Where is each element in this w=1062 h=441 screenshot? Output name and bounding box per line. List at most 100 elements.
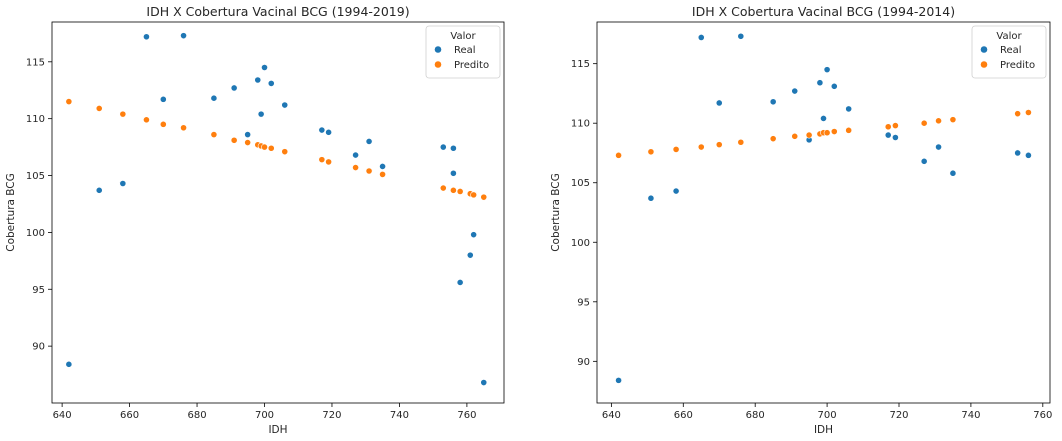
- data-point-predito: [805, 131, 813, 139]
- x-tick-label: 700: [255, 410, 274, 421]
- y-tick-label: 115: [571, 59, 590, 70]
- data-point-real: [261, 64, 268, 71]
- x-tick-label: 640: [53, 410, 72, 421]
- data-point-predito: [281, 148, 289, 156]
- x-axis-label: IDH: [814, 424, 833, 436]
- legend: Valor Real Predito: [971, 25, 1047, 79]
- data-point-real: [365, 138, 373, 145]
- data-point-real: [737, 32, 745, 40]
- data-point-predito: [180, 124, 187, 132]
- legend-marker-predito: [980, 60, 988, 69]
- series-real: [65, 32, 488, 386]
- data-point-real: [830, 82, 838, 90]
- data-point-predito: [244, 139, 252, 146]
- y-tick-label: 105: [571, 178, 590, 189]
- data-point-predito: [884, 123, 892, 131]
- y-tick-label: 115: [26, 57, 45, 68]
- chart-2: IDH X Cobertura Vacinal BCG (1994-2014) 6…: [550, 4, 1052, 436]
- x-tick-label: 760: [457, 410, 476, 421]
- data-point-real: [143, 33, 150, 41]
- y-tick-label: 110: [26, 114, 45, 125]
- data-point-predito: [470, 191, 478, 199]
- y-tick-label: 105: [26, 171, 45, 182]
- data-point-predito: [456, 188, 464, 195]
- x-tick-label: 720: [889, 410, 908, 421]
- data-point-real: [230, 84, 238, 92]
- legend-box: [971, 25, 1047, 79]
- x-tick-label: 740: [961, 410, 980, 421]
- data-point-predito: [920, 119, 928, 127]
- data-point-real: [820, 115, 827, 122]
- data-point-real: [257, 110, 265, 118]
- data-point-real: [159, 95, 167, 103]
- data-point-predito: [119, 110, 127, 118]
- data-point-predito: [1014, 110, 1022, 118]
- data-point-predito: [365, 167, 373, 175]
- data-point-predito: [318, 156, 326, 164]
- plot-frame: [596, 21, 1051, 404]
- data-point-predito: [95, 105, 103, 112]
- data-point-predito: [697, 143, 705, 151]
- x-tick-label: 720: [322, 410, 341, 421]
- x-tick-label: 660: [120, 410, 139, 421]
- x-axis-label: IDH: [268, 424, 287, 436]
- data-point-predito: [230, 136, 238, 144]
- data-point-real: [769, 98, 777, 106]
- data-point-predito: [480, 193, 488, 201]
- data-point-real: [325, 128, 332, 136]
- x-tick-label: 640: [602, 410, 621, 421]
- x-tick-label: 680: [746, 410, 765, 421]
- data-point-real: [180, 32, 187, 40]
- y-tick-label: 100: [571, 238, 590, 249]
- legend-marker-real: [434, 45, 442, 54]
- data-point-real: [845, 105, 853, 113]
- data-point-predito: [325, 158, 332, 166]
- data-point-predito: [143, 116, 150, 124]
- data-point-predito: [352, 164, 359, 171]
- chart-title: IDH X Cobertura Vacinal BCG (1994-2014): [692, 4, 955, 19]
- data-point-predito: [737, 138, 745, 146]
- y-axis-label: Cobertura BCG: [5, 173, 17, 252]
- data-point-predito: [267, 144, 275, 152]
- data-point-predito: [672, 145, 680, 153]
- y-axis-label: Cobertura BCG: [550, 173, 562, 252]
- data-point-real: [456, 279, 464, 286]
- data-point-real: [267, 80, 275, 87]
- y-tick-label: 90: [32, 342, 45, 353]
- x-tick-label: 660: [674, 410, 693, 421]
- data-point-real: [1025, 151, 1032, 159]
- data-point-real: [244, 131, 252, 138]
- x-tick-label: 760: [1033, 410, 1052, 421]
- y-tick-label: 110: [571, 119, 590, 130]
- data-point-real: [920, 157, 928, 165]
- legend-marker-predito: [434, 60, 442, 69]
- x-tick-label: 680: [187, 410, 206, 421]
- data-point-predito: [845, 126, 853, 134]
- y-tick-label: 95: [32, 285, 45, 296]
- data-point-real: [791, 87, 799, 95]
- data-point-predito: [647, 148, 655, 156]
- legend-marker-real: [980, 45, 988, 54]
- y-tick-label: 90: [577, 357, 590, 368]
- series-predito: [615, 109, 1032, 159]
- data-point-predito: [830, 128, 838, 135]
- data-point-real: [210, 94, 218, 102]
- data-point-predito: [949, 116, 957, 124]
- data-point-real: [615, 376, 622, 384]
- data-point-real: [672, 187, 680, 195]
- data-point-predito: [1025, 109, 1032, 116]
- data-point-predito: [159, 120, 167, 128]
- data-point-real: [65, 360, 73, 368]
- data-point-real: [95, 186, 103, 194]
- x-tick-label: 740: [390, 410, 409, 421]
- chart-title: IDH X Cobertura Vacinal BCG (1994-2019): [146, 4, 409, 19]
- data-point-predito: [261, 143, 268, 151]
- y-tick-label: 95: [577, 297, 590, 308]
- data-point-real: [1014, 149, 1022, 157]
- y-tick-label: 100: [26, 228, 45, 239]
- data-point-predito: [935, 117, 942, 125]
- data-point-real: [816, 79, 824, 87]
- data-point-predito: [379, 170, 386, 178]
- legend-title: Valor: [996, 31, 1022, 42]
- data-point-real: [935, 143, 942, 151]
